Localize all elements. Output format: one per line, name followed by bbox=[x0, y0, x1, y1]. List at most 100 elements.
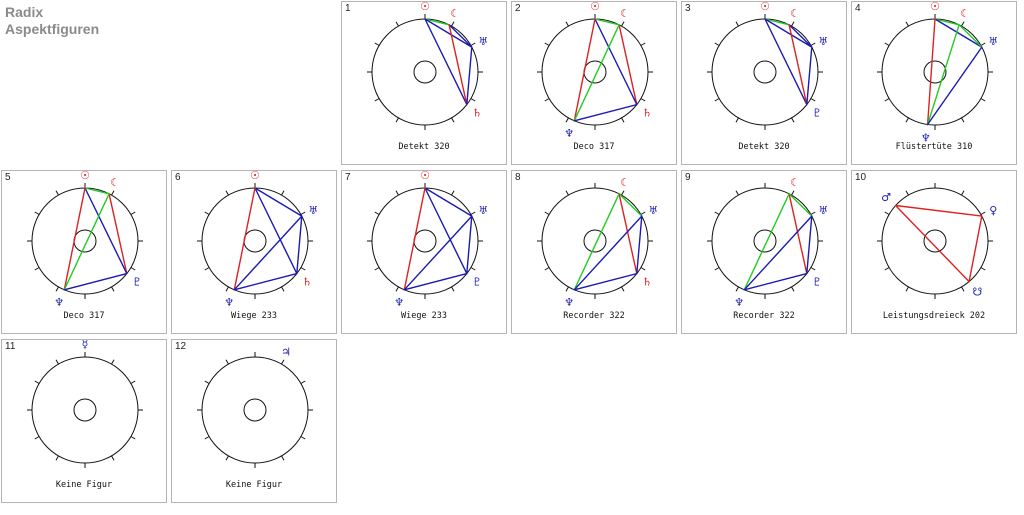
house-tick bbox=[34, 267, 40, 271]
title-line-1: Radix bbox=[5, 4, 44, 20]
node-icon: ☋ bbox=[973, 286, 983, 299]
saturn-icon: ♄ bbox=[302, 276, 312, 289]
moon-icon: ☾ bbox=[790, 176, 800, 189]
figure-number: 6 bbox=[175, 172, 181, 183]
figure-cell-3: 3 ☉ ☾ ♅ ♇ Detekt 320 bbox=[681, 1, 847, 165]
aspect-line-moon-neptune bbox=[573, 193, 620, 291]
uranus-icon: ♅ bbox=[818, 204, 828, 217]
aspect-line-sun-saturn bbox=[424, 18, 468, 106]
aspect-line-sun-neptune bbox=[233, 187, 256, 291]
aspect-line-moon-pluto bbox=[108, 193, 128, 275]
aspect-line-sun-saturn bbox=[254, 187, 298, 275]
inner-ring bbox=[73, 229, 97, 253]
house-tick bbox=[884, 42, 890, 46]
figure-number: 10 bbox=[855, 172, 867, 183]
figure-label: Keine Figur bbox=[225, 480, 283, 490]
house-tick bbox=[810, 267, 816, 271]
venus-icon: ♀ bbox=[989, 204, 997, 217]
aspect-wheel: ☉ ♅ ♄ ♆ bbox=[197, 171, 318, 309]
inner-ring bbox=[413, 60, 437, 84]
house-tick bbox=[130, 380, 136, 384]
figure-label: Leistungsdreieck 202 bbox=[882, 311, 986, 321]
aspect-line-sun-moon bbox=[764, 18, 790, 26]
aspect-line-mars-node bbox=[894, 204, 970, 283]
house-tick bbox=[791, 190, 795, 196]
house-tick bbox=[55, 190, 59, 196]
aspect-line-sun-moon bbox=[594, 18, 620, 26]
aspect-line-moon-uranus bbox=[448, 24, 473, 48]
jupiter-icon: ♃ bbox=[281, 346, 291, 359]
sun-icon: ☉ bbox=[80, 171, 90, 182]
sun-icon: ☉ bbox=[250, 171, 260, 182]
sun-icon: ☉ bbox=[930, 2, 940, 13]
figure-number: 1 bbox=[345, 3, 351, 14]
aspect-wheel: ☾ ♅ ♇ ♆ bbox=[707, 176, 828, 309]
sun-icon: ☉ bbox=[420, 2, 430, 13]
house-tick bbox=[791, 117, 795, 123]
figure-number: 11 bbox=[5, 341, 16, 352]
figure-number: 9 bbox=[685, 172, 691, 183]
house-tick bbox=[281, 455, 285, 461]
aspect-wheel: ☉ ☾ ♇ ♆ bbox=[27, 171, 143, 309]
house-tick bbox=[451, 190, 455, 196]
house-tick bbox=[565, 21, 569, 27]
house-tick bbox=[34, 211, 40, 215]
figure-cell-10: 10 ♂ ♀ ☋ Leistungsdreieck 202 bbox=[851, 170, 1017, 334]
house-tick bbox=[395, 21, 399, 27]
house-tick bbox=[714, 98, 720, 102]
house-tick bbox=[34, 436, 40, 440]
house-tick bbox=[300, 211, 306, 215]
house-tick bbox=[810, 211, 816, 215]
sun-icon: ☉ bbox=[760, 2, 770, 13]
sun-icon: ☉ bbox=[590, 2, 600, 13]
house-tick bbox=[204, 211, 210, 215]
house-tick bbox=[735, 190, 739, 196]
aspect-line-moon-uranus bbox=[618, 193, 643, 217]
house-tick bbox=[111, 455, 115, 461]
aspect-line-moon-uranus bbox=[788, 193, 813, 217]
figure-label: Detekt 320 bbox=[398, 142, 450, 152]
house-tick bbox=[961, 190, 965, 196]
uranus-icon: ♅ bbox=[818, 35, 828, 48]
house-tick bbox=[980, 211, 986, 215]
house-tick bbox=[884, 267, 890, 271]
inner-ring bbox=[243, 229, 267, 253]
house-tick bbox=[204, 436, 210, 440]
figure-cell-5: 5 ☉ ☾ ♇ ♆ Deco 317 bbox=[1, 170, 167, 334]
aspect-wheel: ☿ bbox=[27, 340, 143, 468]
house-tick bbox=[980, 267, 986, 271]
house-tick bbox=[735, 286, 739, 292]
house-tick bbox=[300, 380, 306, 384]
aspect-wheel: ♂ ♀ ☋ bbox=[877, 183, 997, 299]
figure-cell-1: 1 ☉ ☾ ♅ ♄ Detekt 320 bbox=[341, 1, 507, 165]
pluto-icon: ♇ bbox=[132, 276, 142, 289]
inner-ring bbox=[243, 398, 267, 422]
aspect-line-sun-neptune bbox=[573, 18, 596, 122]
aspect-line-moon-neptune bbox=[743, 193, 790, 291]
saturn-icon: ♄ bbox=[472, 107, 482, 120]
moon-icon: ☾ bbox=[960, 7, 970, 20]
house-tick bbox=[544, 267, 550, 271]
aspect-line-pluto-neptune bbox=[403, 272, 468, 291]
house-tick bbox=[451, 21, 455, 27]
house-tick bbox=[640, 267, 646, 271]
inner-ring bbox=[413, 229, 437, 253]
house-tick bbox=[980, 98, 986, 102]
house-tick bbox=[130, 211, 136, 215]
figure-label: Wiege 233 bbox=[230, 311, 278, 321]
aspect-line-sun-neptune bbox=[926, 18, 936, 126]
house-tick bbox=[281, 286, 285, 292]
pluto-icon: ♇ bbox=[812, 276, 822, 289]
house-tick bbox=[204, 267, 210, 271]
figure-cell-2: 2 ☉ ☾ ♄ ♆ Deco 317 bbox=[511, 1, 677, 165]
mars-icon: ♂ bbox=[881, 191, 891, 204]
house-tick bbox=[961, 117, 965, 123]
aspect-line-sun-moon bbox=[934, 18, 960, 26]
house-tick bbox=[810, 42, 816, 46]
aspect-line-uranus-saturn bbox=[466, 46, 473, 106]
aspect-line-pluto-neptune bbox=[63, 272, 128, 291]
aspect-line-moon-pluto bbox=[788, 193, 808, 275]
house-tick bbox=[470, 42, 476, 46]
aspect-line-sun-uranus bbox=[424, 18, 473, 48]
aspect-line-venus-node bbox=[968, 215, 983, 283]
